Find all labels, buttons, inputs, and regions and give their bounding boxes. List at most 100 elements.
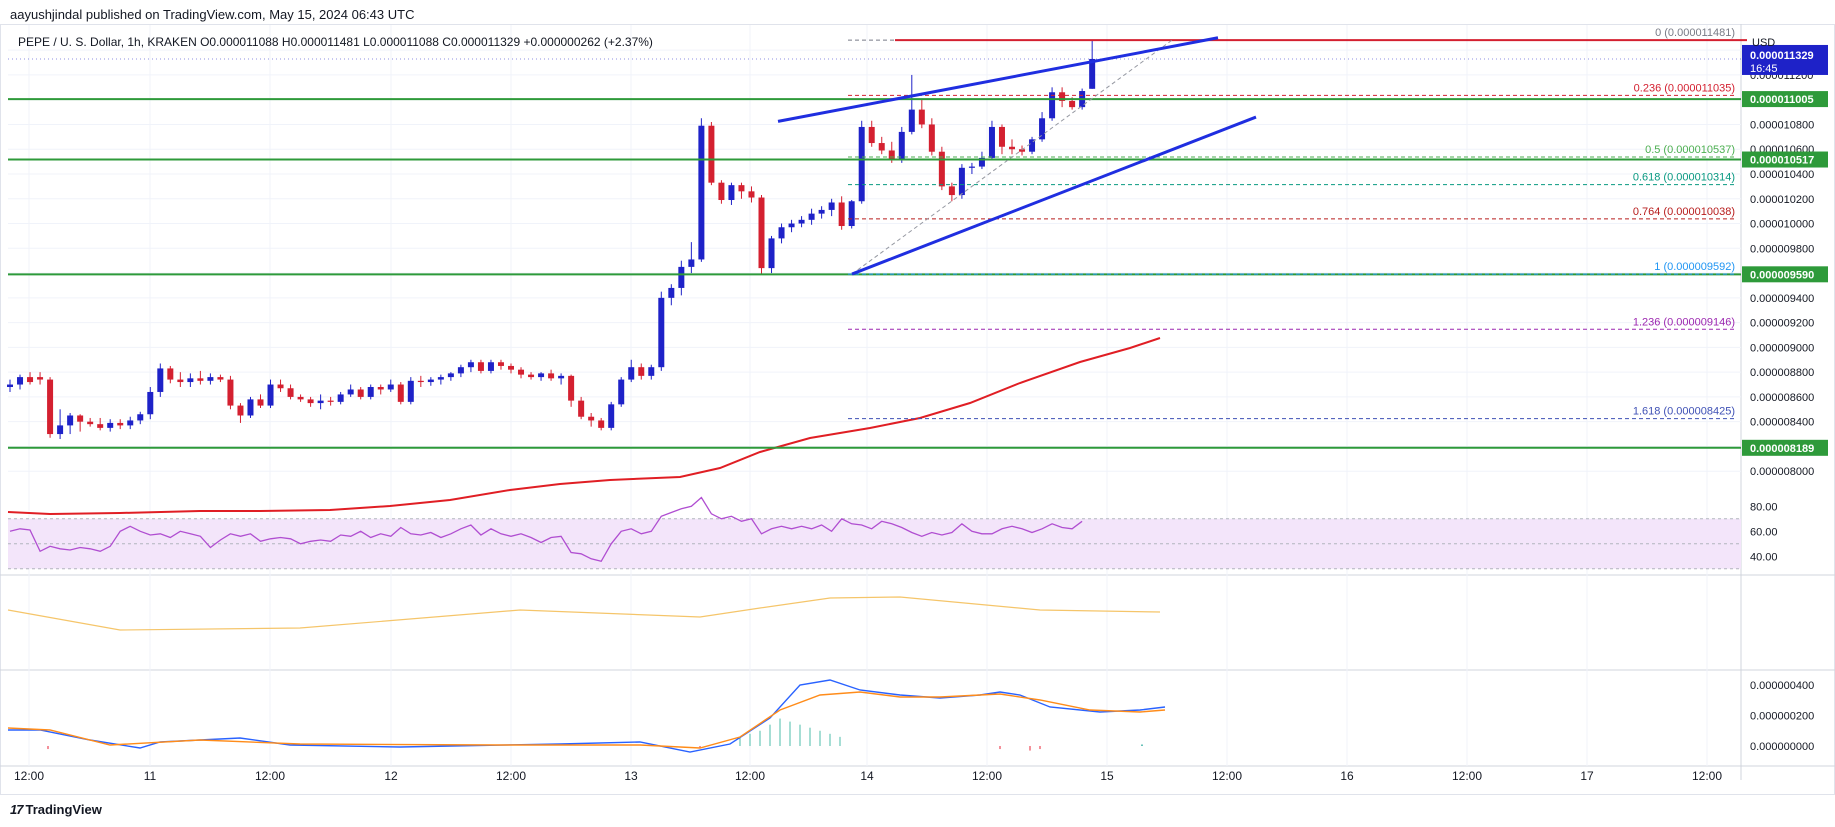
candle [798,219,805,224]
candle [427,379,434,383]
candle [938,151,945,187]
support-price-label: 0.000011005 [1750,94,1814,106]
chart-frame [0,24,1835,795]
candle [487,362,494,371]
candle [898,131,905,161]
candle [297,396,304,400]
tradingview-logo[interactable]: 17 TradingView [10,802,102,817]
macd-tick-label: 0.000000200 [1750,711,1814,723]
time-tick-label: 12:00 [972,769,1002,783]
candle [508,365,514,370]
time-tick-label: 13 [624,769,638,783]
candle [77,415,84,422]
fib-diagonal [851,39,1173,275]
candle [828,202,835,210]
candle [738,185,745,192]
candle [227,379,234,406]
candle [538,373,545,378]
fib-level-label: 0 (0.000011481) [1655,27,1735,39]
candle [307,399,314,404]
candle [848,201,855,227]
candle [337,394,344,402]
candle [1029,139,1036,152]
time-tick-label: 12:00 [255,769,285,783]
candle [247,399,254,416]
candle [578,400,585,417]
candle [17,377,24,385]
candle [157,368,164,392]
time-tick-label: 12:00 [1212,769,1242,783]
bar-countdown-label: 16:45 [1750,63,1778,75]
candle [87,421,94,425]
candle [658,297,665,368]
candle [1009,146,1015,150]
candle [347,389,354,395]
price-tick-label: 0.000008800 [1750,367,1814,379]
candle [878,143,885,151]
publisher-line: aayushjindal published on TradingView.co… [10,7,415,22]
candle [97,424,104,428]
candle [457,367,464,374]
candle [928,124,935,152]
symbol-ohlc-legend[interactable]: PEPE / U. S. Dollar, 1h, KRAKEN O0.00001… [18,35,653,49]
candle [1039,118,1046,140]
candle [618,379,625,405]
fib-level-label: 1 (0.000009592) [1654,261,1735,273]
candle [317,400,324,404]
channel-upper-trendline [777,36,1219,123]
candle [598,420,605,428]
candle [467,362,474,368]
support-price-tag [1742,151,1828,168]
last-price-tag [1742,44,1828,75]
last-price-label: 0.000011329 [1750,50,1814,62]
rsi-tick-label: 60.00 [1750,526,1778,538]
time-tick-label: 16 [1340,769,1354,783]
candle [698,125,705,260]
tradingview-brand: TradingView [25,802,102,817]
price-tick-label: 0.000009800 [1750,243,1814,255]
candle [397,384,404,402]
fib-level-label: 1.618 (0.000008425) [1633,406,1735,418]
candle [1069,100,1076,108]
candle [417,380,424,383]
candle [147,391,154,415]
candle [778,227,785,239]
candle [407,380,414,402]
candle [908,109,915,132]
rsi-line [9,496,1083,563]
candle [838,202,845,227]
candle [628,367,635,380]
candle [1019,149,1026,152]
candle [377,387,384,390]
candle [528,374,535,378]
candle [327,400,334,402]
candle [638,367,645,376]
candle [437,377,444,380]
candle [548,373,555,379]
price-tick-label: 0.000009200 [1750,318,1814,330]
candle [678,266,685,288]
candle [237,405,244,416]
price-tick-label: 0.000009400 [1750,293,1814,305]
candle [968,166,975,168]
candle [217,377,224,380]
candle [167,368,174,380]
fib-level-label: 0.5 (0.000010537) [1645,144,1735,156]
candle [37,377,44,380]
price-tick-label: 0.000008000 [1750,466,1814,478]
candle [367,387,374,397]
candle [668,287,675,298]
support-price-tag [1742,266,1828,283]
candle [187,378,194,383]
time-tick-label: 11 [144,769,157,783]
time-tick-label: 12 [384,769,398,783]
candle [858,126,865,202]
candle [708,125,715,183]
candle [137,414,144,421]
candle [768,238,775,269]
candle [868,126,875,144]
candle [748,191,755,198]
price-tick-label: 0.000008600 [1750,392,1814,404]
macd-signal-line [7,691,1166,749]
